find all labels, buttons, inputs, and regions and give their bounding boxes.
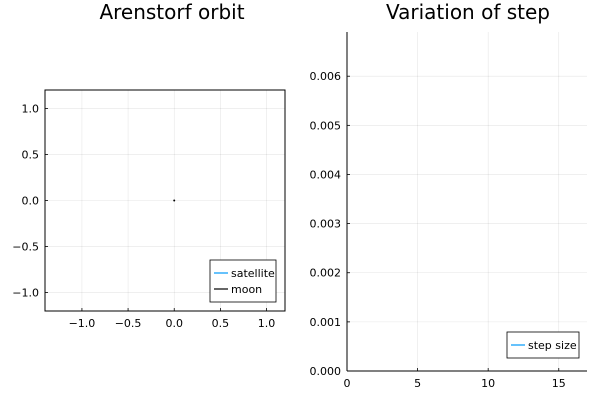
y-tick-label: 0.004 (310, 168, 342, 181)
y-tick-label: 0.003 (310, 218, 342, 231)
y-tick-label: 0.002 (310, 267, 342, 280)
arenstorf-orbit-chart: Arenstorf orbit −1.0 −0.5 0.0 0.5 1.0 −1.0 −0.… (12, 0, 286, 330)
legend-entry: step size (528, 339, 577, 352)
y-tick-label: 0.006 (310, 70, 342, 83)
legend-entry: moon (231, 283, 262, 296)
series-point (173, 199, 176, 202)
legend: step size (506, 331, 580, 359)
y-tick-label: 1.0 (22, 102, 40, 115)
x-tick-label: 0.0 (165, 317, 183, 330)
x-tick-label: 0 (344, 377, 351, 390)
legend-box (209, 259, 277, 303)
y-tick-label: 0.005 (310, 119, 342, 132)
x-tick-label: 15 (552, 377, 566, 390)
variation-of-step-chart: Variation of step 0 5 10 15 0.000 0.001 0.002 0… (310, 0, 587, 390)
x-tick-label: 5 (414, 377, 421, 390)
y-tick-label: 0.0 (22, 195, 40, 208)
x-tick-label: 0.5 (212, 317, 230, 330)
legend-entry: satellite (231, 267, 275, 280)
y-tick-label: 0.000 (310, 365, 342, 378)
y-tick-label: −1.0 (12, 287, 39, 300)
x-tick-label: 1.0 (258, 317, 276, 330)
y-tick-label: 0.5 (22, 148, 40, 161)
legend: satellite moon (209, 259, 277, 303)
x-tick-label: −0.5 (115, 317, 142, 330)
y-tick-label: −0.5 (12, 241, 39, 254)
y-tick-label: 0.001 (310, 316, 342, 329)
x-tick-label: −1.0 (69, 317, 96, 330)
chart-title: Arenstorf orbit (99, 0, 244, 24)
chart-title: Variation of step (386, 0, 550, 24)
x-tick-label: 10 (481, 377, 495, 390)
